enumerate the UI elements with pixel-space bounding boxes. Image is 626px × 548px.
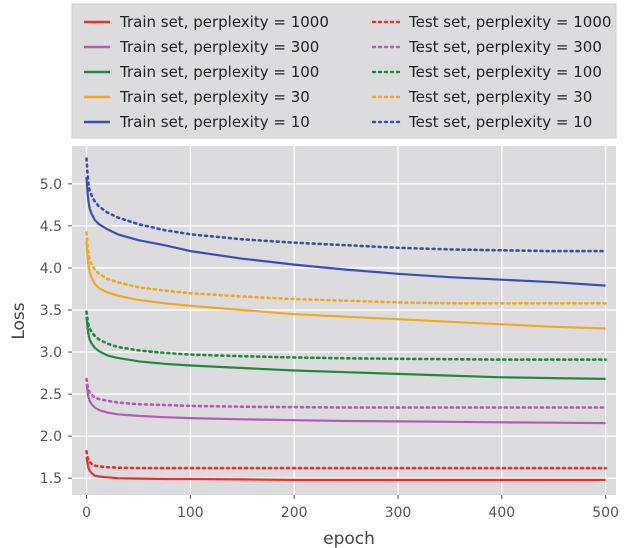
- x-tick-label: 300: [385, 505, 412, 521]
- x-axis-label: epoch: [323, 529, 375, 548]
- series-lines: [85, 157, 607, 481]
- legend-label-train-4: Train set, perplexity = 100: [119, 63, 319, 81]
- legend-label-test-5: Test set, perplexity = 100: [408, 63, 602, 81]
- legend-label-train-6: Train set, perplexity = 30: [119, 88, 310, 106]
- series-line-train-6: [85, 240, 606, 330]
- series-line-test-7: [85, 231, 607, 305]
- x-tick-label: 400: [488, 505, 515, 521]
- legend-label-train-8: Train set, perplexity = 10: [119, 113, 310, 131]
- y-tick-label: 3.5: [40, 303, 62, 319]
- plot-background: [72, 146, 616, 495]
- y-tick-label: 5.0: [40, 177, 62, 193]
- legend-label-test-7: Test set, perplexity = 30: [408, 88, 592, 106]
- legend-label-test-9: Test set, perplexity = 10: [408, 113, 592, 131]
- legend-label-test-3: Test set, perplexity = 300: [408, 38, 602, 56]
- legend-box: [71, 3, 617, 139]
- y-axis-label: Loss: [9, 302, 29, 339]
- legend-label-train-2: Train set, perplexity = 300: [119, 38, 319, 56]
- series-line-test-1: [85, 449, 607, 470]
- series-line-test-3: [85, 377, 607, 409]
- axis-ticks: 0 100 200 300 400 500 1.5 2.0 2.5 3.0 3.5 4.0 4.5 5.0: [40, 177, 619, 521]
- series-line-test-5: [85, 310, 607, 361]
- legend-label-train-0: Train set, perplexity = 1000: [119, 13, 329, 31]
- series-line-test-9: [85, 157, 607, 253]
- x-tick-label: 0: [82, 505, 91, 521]
- series-line-train-8: [85, 177, 606, 287]
- x-tick-label: 100: [177, 505, 204, 521]
- x-tick-label: 200: [281, 505, 308, 521]
- y-tick-label: 2.5: [40, 387, 62, 403]
- series-line-train-4: [85, 316, 606, 380]
- series-line-train-0: [85, 457, 606, 481]
- grid-lines: [72, 146, 616, 495]
- y-tick-label: 4.0: [40, 261, 62, 277]
- x-tick-label: 500: [592, 505, 619, 521]
- y-tick-label: 1.5: [40, 471, 62, 487]
- y-tick-label: 4.5: [40, 219, 62, 235]
- series-line-train-2: [85, 383, 606, 425]
- legend: Train set, perplexity = 1000 Train set, p…: [71, 3, 617, 139]
- y-tick-label: 3.0: [40, 345, 62, 361]
- y-tick-label: 2.0: [40, 429, 62, 445]
- legend-label-test-1: Test set, perplexity = 1000: [408, 13, 611, 31]
